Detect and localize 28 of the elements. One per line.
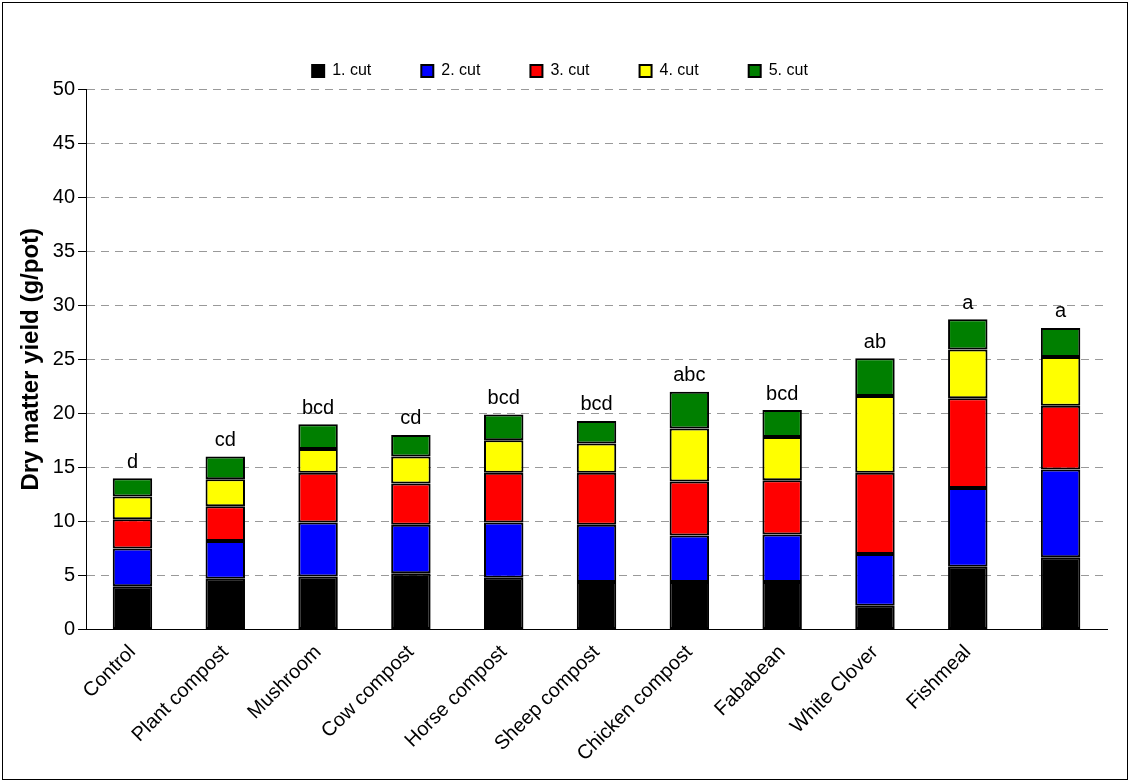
y-tick-label: 15 — [52, 454, 76, 477]
annotation: cd — [214, 428, 236, 451]
annotation: bcd — [580, 392, 613, 415]
annotation: a — [962, 290, 975, 313]
legend-label: 3. cut — [550, 61, 591, 79]
legend-label: 2. cut — [441, 61, 481, 79]
y-tick-label: 0 — [63, 617, 76, 640]
legend-label: 5. cut — [768, 61, 809, 79]
y-axis-title: Dry matter yield (g/pot) — [16, 227, 44, 491]
legend-label: 4. cut — [659, 61, 700, 79]
y-tick-label: 30 — [52, 292, 76, 315]
annotation: bcd — [487, 385, 520, 408]
annotation: ab — [863, 329, 887, 352]
y-tick-label: 5 — [63, 563, 76, 586]
annotation: d — [126, 449, 139, 472]
y-tick-label: 45 — [52, 130, 76, 153]
y-tick-label: 20 — [52, 400, 76, 423]
annotation: bcd — [766, 381, 799, 404]
annotation: abc — [673, 363, 706, 386]
y-tick-label: 10 — [52, 508, 76, 531]
annotation: cd — [400, 406, 422, 429]
y-tick-label: 35 — [52, 238, 76, 261]
legend-label: 1. cut — [332, 61, 372, 79]
annotation: bcd — [301, 395, 335, 418]
y-tick-label: 25 — [52, 346, 76, 369]
y-tick-label: 50 — [52, 76, 76, 99]
annotation: a — [1055, 299, 1068, 322]
y-tick-label: 40 — [52, 184, 76, 207]
